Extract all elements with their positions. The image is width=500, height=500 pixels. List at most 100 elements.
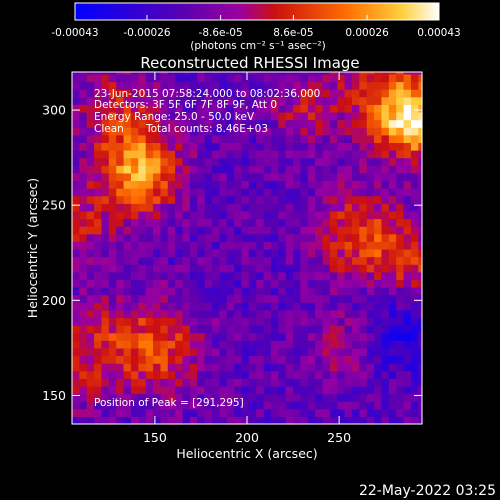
heatmap-cell bbox=[116, 401, 125, 410]
heatmap-cell bbox=[116, 218, 125, 227]
heatmap-cell bbox=[123, 111, 132, 121]
heatmap-cell bbox=[293, 172, 302, 182]
heatmap-cell bbox=[263, 287, 272, 296]
heatmap-cell bbox=[130, 203, 139, 212]
heatmap-cell bbox=[293, 401, 302, 410]
heatmap-cell bbox=[167, 195, 176, 204]
heatmap-cell bbox=[374, 150, 383, 159]
heatmap-cell bbox=[167, 218, 176, 227]
heatmap-cell bbox=[86, 218, 95, 227]
heatmap-cell bbox=[359, 264, 368, 273]
heatmap-cell bbox=[278, 378, 287, 387]
heatmap-cell bbox=[366, 96, 375, 105]
heatmap-cell bbox=[219, 188, 228, 197]
heatmap-cell bbox=[248, 157, 257, 166]
heatmap-cell bbox=[204, 210, 213, 220]
heatmap-cell bbox=[256, 256, 265, 265]
heatmap-cell bbox=[329, 363, 338, 372]
heatmap-cell bbox=[366, 271, 375, 280]
heatmap-cell bbox=[116, 271, 125, 280]
heatmap-cell bbox=[344, 256, 353, 265]
heatmap-cell bbox=[256, 165, 265, 174]
heatmap-cell bbox=[94, 370, 103, 379]
heatmap-cell bbox=[344, 393, 353, 402]
heatmap-cell bbox=[248, 248, 257, 258]
heatmap-cell bbox=[337, 111, 346, 121]
heatmap-cell bbox=[263, 363, 272, 372]
heatmap-cell bbox=[270, 325, 279, 334]
heatmap-cell bbox=[101, 325, 110, 334]
heatmap-cell bbox=[418, 226, 423, 235]
heatmap-cell bbox=[72, 393, 80, 402]
heatmap-cell bbox=[241, 210, 250, 220]
heatmap-cell bbox=[293, 203, 302, 212]
heatmap-cell bbox=[204, 165, 213, 174]
heatmap-cell bbox=[86, 81, 95, 90]
heatmap-cell bbox=[410, 264, 419, 273]
heatmap-cell bbox=[329, 150, 338, 159]
heatmap-cell bbox=[72, 180, 80, 189]
heatmap-cell bbox=[366, 157, 375, 166]
heatmap-cell bbox=[241, 401, 250, 410]
heatmap-cell bbox=[403, 393, 412, 402]
heatmap-cell bbox=[79, 81, 88, 90]
heatmap-cell bbox=[329, 393, 338, 402]
heatmap-cell bbox=[138, 347, 147, 357]
heatmap-cell bbox=[256, 210, 265, 220]
heatmap-cell bbox=[352, 256, 360, 265]
heatmap-cell bbox=[388, 264, 397, 273]
heatmap-cell bbox=[123, 195, 132, 204]
heatmap-cell bbox=[197, 271, 206, 280]
heatmap-cell bbox=[94, 408, 103, 417]
heatmap-cell bbox=[197, 279, 206, 288]
heatmap-cell bbox=[241, 111, 250, 121]
heatmap-cell bbox=[219, 104, 228, 113]
heatmap-cell bbox=[418, 309, 423, 319]
heatmap-cell bbox=[410, 340, 419, 349]
heatmap-cell bbox=[248, 355, 257, 364]
heatmap-cell bbox=[410, 188, 419, 197]
heatmap-cell bbox=[79, 287, 88, 296]
heatmap-cell bbox=[248, 241, 257, 250]
heatmap-cell bbox=[344, 416, 353, 425]
heatmap-cell bbox=[101, 119, 110, 128]
heatmap-cell bbox=[160, 241, 169, 250]
heatmap-cell bbox=[219, 157, 228, 166]
heatmap-cell bbox=[256, 134, 265, 143]
heatmap-cell bbox=[329, 172, 338, 182]
heatmap-cell bbox=[337, 180, 346, 189]
heatmap-cell bbox=[153, 195, 162, 204]
heatmap-cell bbox=[410, 72, 419, 75]
heatmap-image bbox=[72, 72, 423, 425]
heatmap-cell bbox=[197, 325, 206, 334]
heatmap-cell bbox=[315, 340, 324, 349]
heatmap-cell bbox=[270, 248, 279, 258]
heatmap-cell bbox=[138, 363, 147, 372]
heatmap-cell bbox=[86, 111, 95, 121]
heatmap-cell bbox=[241, 218, 250, 227]
heatmap-cell bbox=[189, 226, 198, 235]
heatmap-cell bbox=[300, 134, 309, 143]
heatmap-cell bbox=[352, 150, 360, 159]
heatmap-cell bbox=[116, 119, 125, 128]
colorbar-tick-label: 0.00043 bbox=[417, 27, 460, 39]
heatmap-cell bbox=[329, 287, 338, 296]
heatmap-cell bbox=[256, 279, 265, 288]
heatmap-cell bbox=[138, 408, 147, 417]
heatmap-cell bbox=[256, 325, 265, 334]
heatmap-cell bbox=[175, 408, 184, 417]
heatmap-cell bbox=[344, 218, 353, 227]
heatmap-cell bbox=[138, 226, 147, 235]
heatmap-cell bbox=[72, 256, 80, 265]
heatmap-cell bbox=[153, 134, 162, 143]
heatmap-cell bbox=[263, 72, 272, 75]
heatmap-cell bbox=[226, 248, 235, 258]
heatmap-cell bbox=[234, 294, 243, 303]
heatmap-cell bbox=[388, 302, 397, 311]
heatmap-cell bbox=[307, 142, 316, 151]
heatmap-cell bbox=[101, 150, 110, 159]
heatmap-cell bbox=[315, 287, 324, 296]
heatmap-cell bbox=[403, 226, 412, 235]
heatmap-cell bbox=[182, 332, 191, 341]
heatmap-cell bbox=[79, 172, 88, 182]
